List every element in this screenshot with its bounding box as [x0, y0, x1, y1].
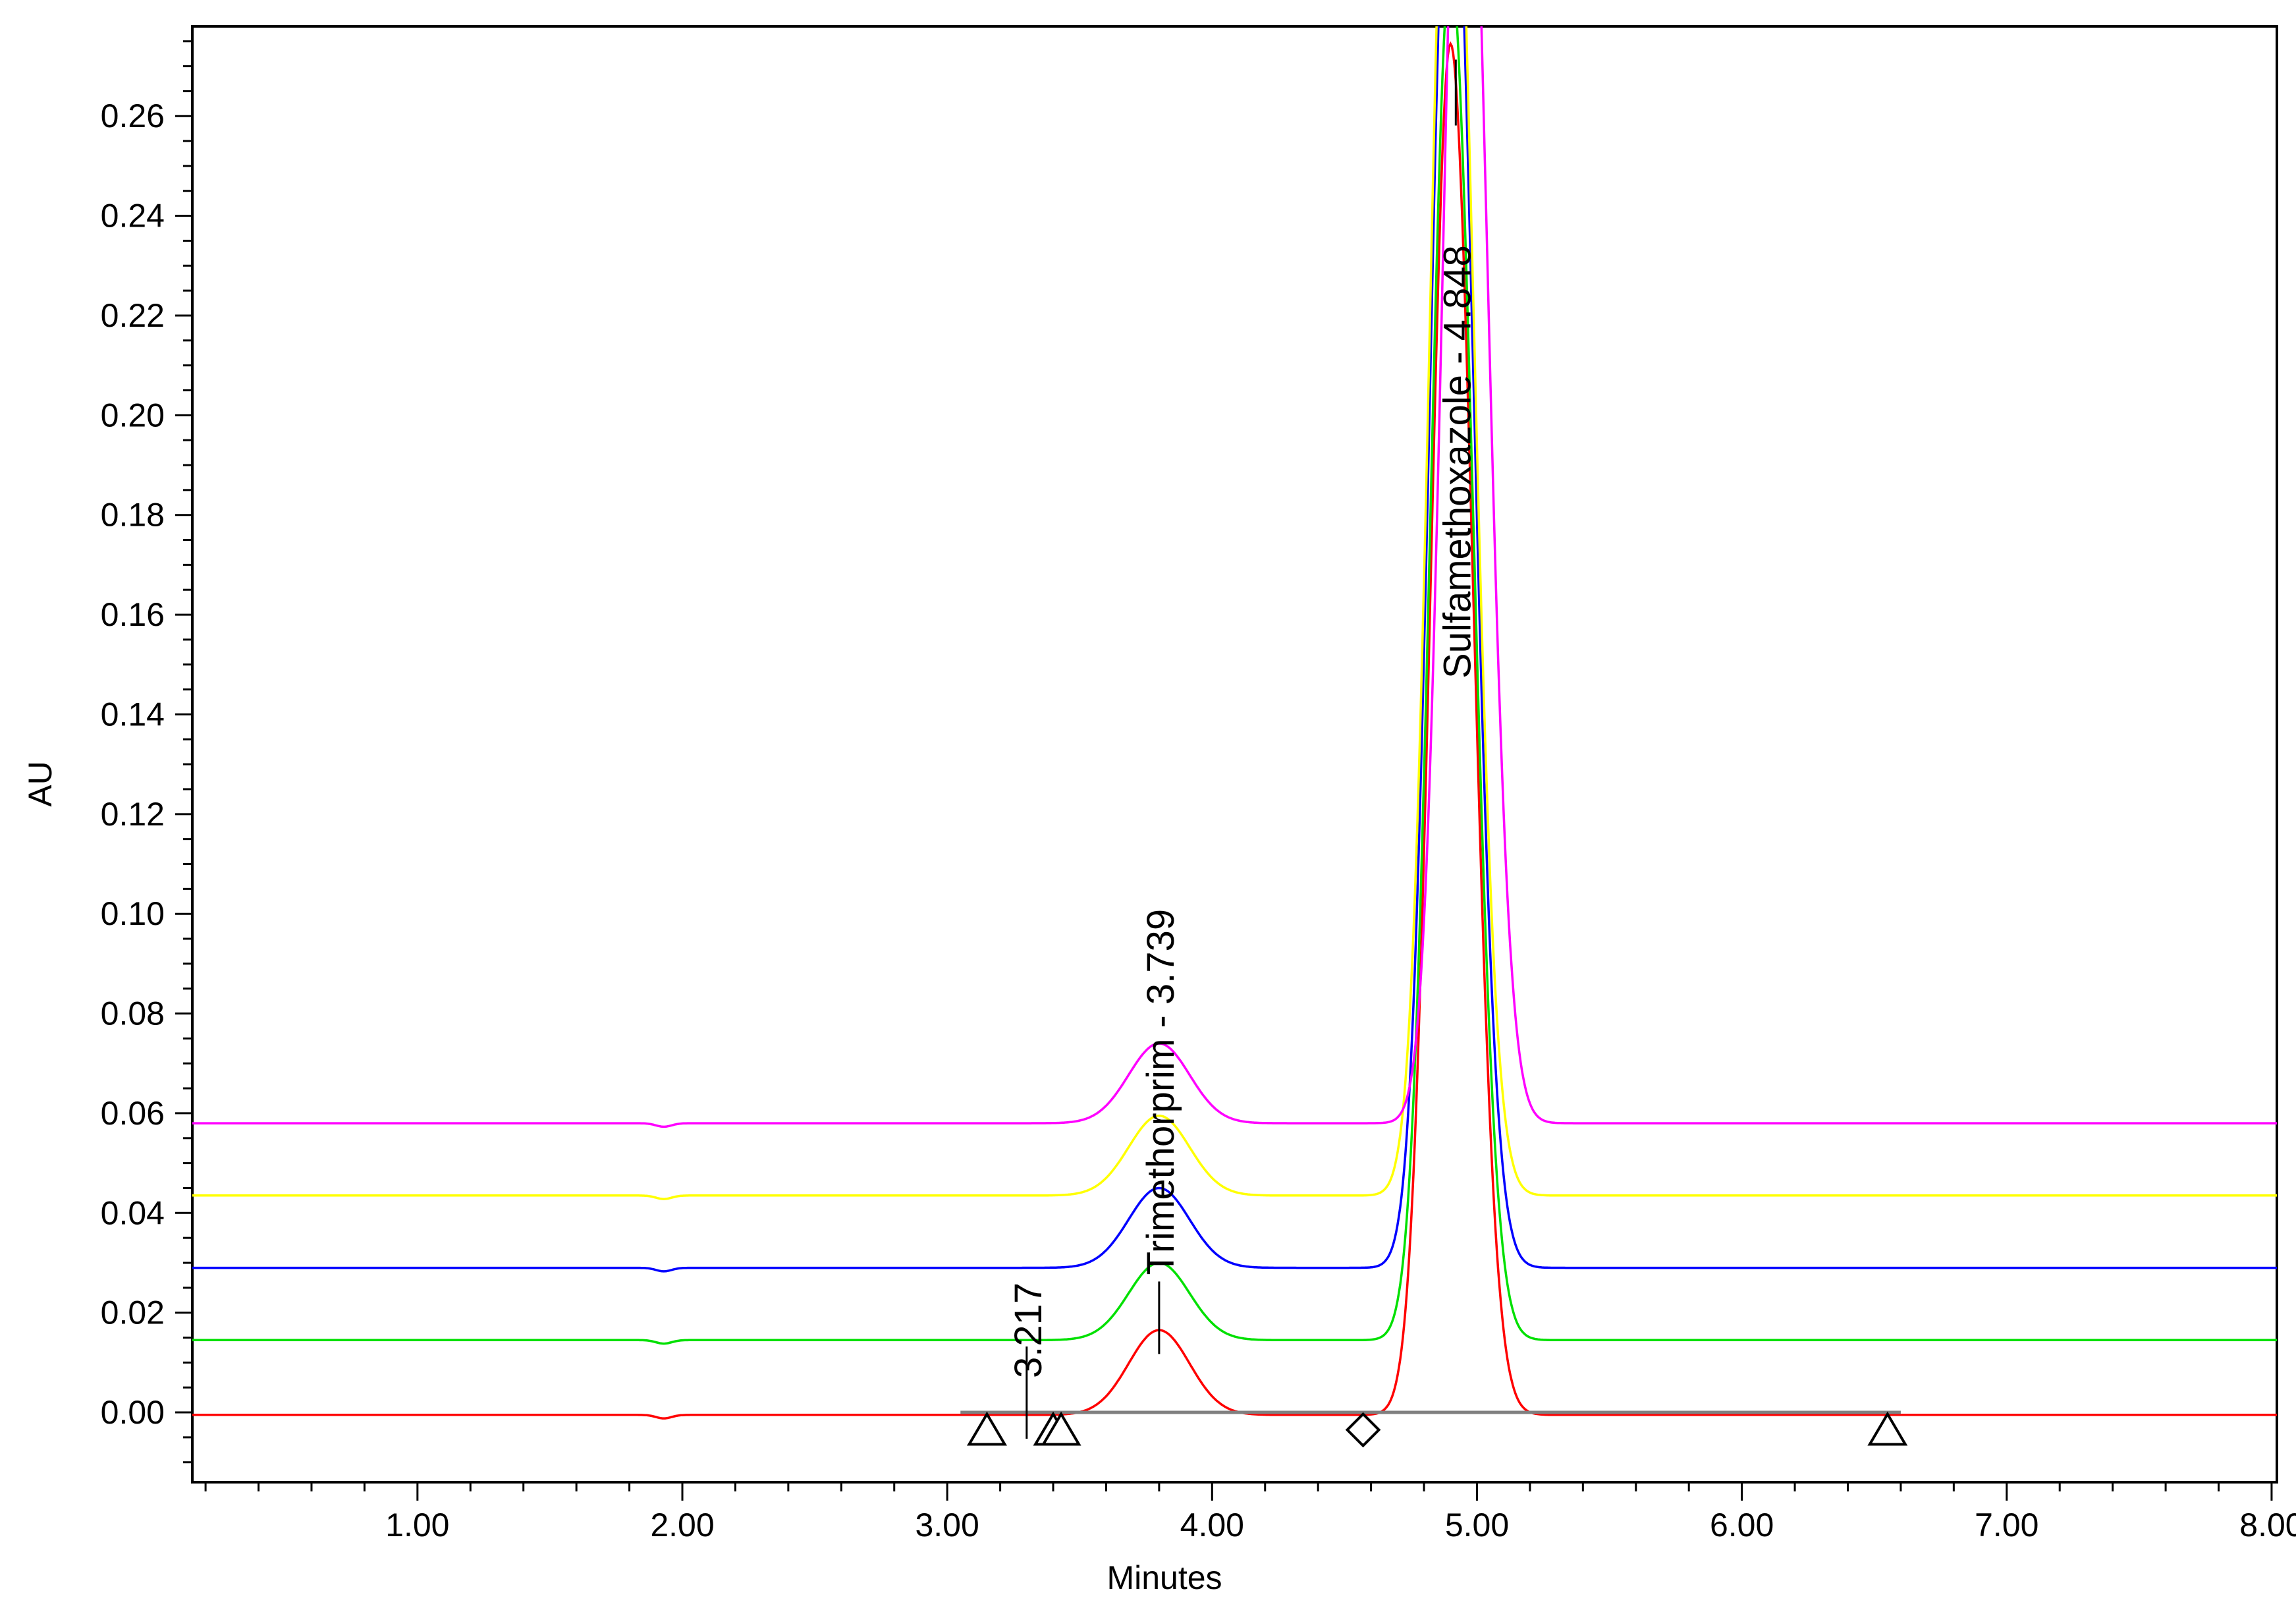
series-line-3	[192, 26, 2277, 1273]
x-tick-label: 7.00	[1975, 1507, 2038, 1543]
peak-label-sulfamethoxazole: Sulfamethoxazole - 4.848	[1436, 245, 1479, 679]
y-tick-label: 0.22	[101, 297, 165, 334]
y-tick-label: 0.16	[101, 596, 165, 633]
integration-triangle-marker	[966, 1411, 1007, 1446]
x-tick-label: 4.00	[1180, 1507, 1244, 1543]
x-tick-label: 5.00	[1445, 1507, 1509, 1543]
y-tick-label: 0.10	[101, 895, 165, 932]
y-tick-label: 0.04	[101, 1194, 165, 1231]
integration-diamond-marker	[1345, 1412, 1381, 1448]
x-tick-label: 2.00	[650, 1507, 714, 1543]
integration-triangle-marker	[1867, 1411, 1908, 1446]
series-line-2	[192, 26, 2277, 1345]
y-tick-label: 0.02	[101, 1294, 165, 1331]
y-tick-label: 0.08	[101, 995, 165, 1032]
series-line-5	[192, 26, 2277, 1128]
y-tick-label: 0.00	[101, 1394, 165, 1431]
series-line-4	[192, 26, 2277, 1200]
y-tick-label: 0.14	[101, 696, 165, 733]
x-tick-label: 8.00	[2239, 1507, 2296, 1543]
y-tick-label: 0.26	[101, 97, 165, 134]
y-tick-label: 0.20	[101, 397, 165, 433]
y-tick-label: 0.06	[101, 1095, 165, 1132]
y-tick-label: 0.12	[101, 796, 165, 833]
annotation-layer: 3.217 Trimethorprim - 3.739 Sulfamethoxazo…	[960, 59, 1908, 1448]
plot-area-frame	[191, 25, 2278, 1484]
x-axis: 1.00 2.00 3.00 4.00 5.00 6.00 7.00 8.00	[204, 1482, 2296, 1543]
x-tick-label: 3.00	[915, 1507, 979, 1543]
y-tick-label: 0.24	[101, 198, 165, 235]
y-axis-title: AU	[22, 761, 59, 806]
integration-triangle-marker	[1041, 1411, 1081, 1446]
x-tick-label: 1.00	[385, 1507, 449, 1543]
x-tick-label: 6.00	[1710, 1507, 1774, 1543]
peak-label-3217: 3.217	[1007, 1283, 1050, 1378]
x-axis-title: Minutes	[1107, 1559, 1222, 1596]
y-tick-label: 0.18	[101, 497, 165, 534]
y-axis: 0.00 0.02 0.04 0.06 0.08 0.10 0.12 0.14 0.16 0.18…	[101, 40, 192, 1464]
peak-label-trimethoprim: Trimethorprim - 3.739	[1139, 909, 1182, 1275]
